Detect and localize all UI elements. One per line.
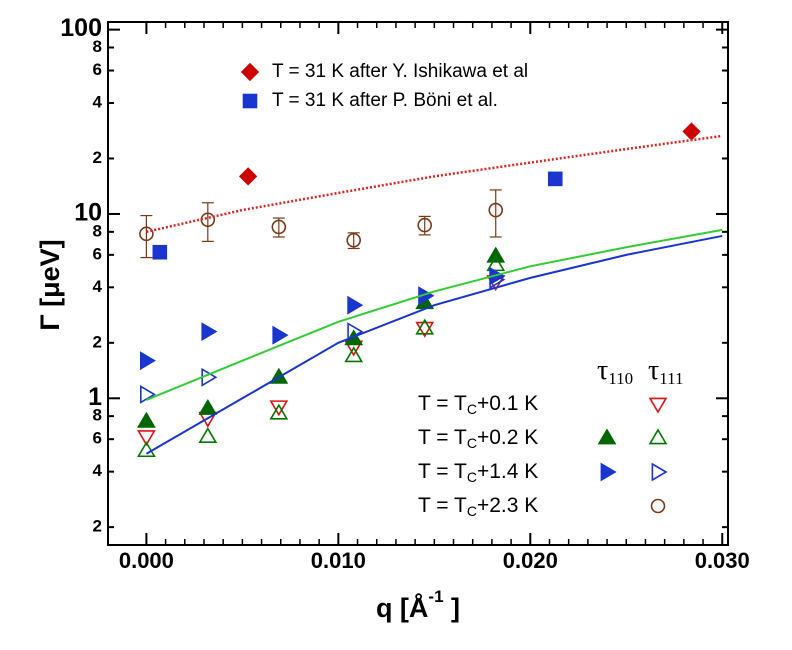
legend-column-header: τ110 bbox=[597, 355, 633, 387]
y-tick-label: 8 bbox=[93, 406, 102, 425]
marker bbox=[240, 62, 260, 82]
legend-entry: T = 31 K after Y. Ishikawa et al bbox=[240, 61, 528, 82]
marker bbox=[486, 255, 506, 272]
y-tick-label: 2 bbox=[93, 332, 102, 351]
marker bbox=[152, 244, 168, 260]
legend-row-label: T = TC+1.4 K bbox=[418, 460, 538, 485]
marker bbox=[682, 122, 701, 141]
marker bbox=[242, 93, 258, 109]
marker bbox=[547, 171, 563, 187]
marker bbox=[415, 318, 435, 335]
fit-line bbox=[146, 228, 723, 401]
y-tick-label: 6 bbox=[93, 429, 102, 448]
marker bbox=[344, 346, 364, 363]
marker bbox=[597, 428, 617, 445]
x-axis-label-part: q [Å bbox=[376, 592, 428, 623]
y-tick-label: 2 bbox=[93, 148, 102, 167]
marker bbox=[136, 441, 156, 458]
x-tick-label: 0.030 bbox=[695, 548, 750, 573]
y-axis-label: Γ [μeV] bbox=[35, 239, 65, 330]
legend-entry: T = 31 K after P. Böni et al. bbox=[242, 90, 498, 111]
marker bbox=[486, 246, 506, 263]
marker bbox=[201, 322, 218, 342]
legend-row-part: T = T bbox=[418, 392, 467, 415]
x-axis-label-part: ] bbox=[444, 593, 461, 623]
legend-column-header: τ111 bbox=[648, 355, 684, 387]
legend-row-part: +0.2 K bbox=[477, 426, 538, 449]
legend-symbol: τ bbox=[597, 355, 608, 386]
marker bbox=[650, 498, 666, 514]
x-tick-label: 0.020 bbox=[503, 548, 558, 573]
marker bbox=[271, 219, 287, 235]
marker bbox=[139, 226, 154, 242]
legend-row-part: T = T bbox=[418, 460, 467, 483]
fit-line bbox=[146, 134, 723, 234]
legend-row-label: T = TC+0.1 K bbox=[418, 392, 538, 417]
legend-row-part: C bbox=[467, 469, 477, 485]
marker bbox=[417, 217, 433, 233]
marker bbox=[272, 325, 289, 345]
legend-label: T = 31 K after Y. Ishikawa et al bbox=[272, 61, 528, 82]
y-tick-label: 4 bbox=[93, 461, 103, 480]
legend-row-label: T = TC+2.3 K bbox=[418, 494, 538, 519]
plot-frame bbox=[107, 21, 729, 546]
y-tick-label: 6 bbox=[93, 244, 102, 263]
x-tick-label: 0.000 bbox=[119, 548, 174, 573]
legend-row-part: +0.1 K bbox=[477, 392, 538, 415]
legend-row-part: +2.3 K bbox=[477, 494, 538, 517]
x-tick-label: 0.010 bbox=[311, 548, 366, 573]
y-tick-label: 4 bbox=[93, 92, 103, 111]
legend-row-part: T = T bbox=[418, 494, 467, 517]
marker bbox=[269, 400, 289, 417]
legend-subscript: 111 bbox=[659, 369, 683, 388]
marker bbox=[139, 351, 156, 371]
legend-row-part: C bbox=[467, 401, 477, 417]
y-tick-label: 4 bbox=[93, 277, 103, 296]
marker bbox=[651, 462, 668, 482]
legend-subscript: 110 bbox=[608, 369, 633, 388]
y-tick-label: 1 bbox=[88, 383, 102, 411]
legend-row-part: C bbox=[467, 503, 477, 519]
marker bbox=[346, 232, 361, 248]
marker bbox=[648, 397, 668, 414]
x-axis-label: q [Å-1 ] bbox=[376, 587, 460, 623]
marker bbox=[415, 321, 435, 338]
marker bbox=[136, 411, 156, 428]
legend-row-part: C bbox=[467, 435, 477, 451]
y-tick-label: 8 bbox=[93, 37, 102, 56]
marker bbox=[648, 428, 668, 445]
y-tick-label: 6 bbox=[93, 60, 102, 79]
legend-row-part: T = T bbox=[418, 426, 467, 449]
y-tick-label: 2 bbox=[93, 517, 102, 536]
marker bbox=[272, 325, 289, 345]
marker bbox=[238, 167, 258, 186]
marker bbox=[269, 403, 289, 420]
y-tick-label: 100 bbox=[60, 14, 102, 42]
marker bbox=[347, 295, 364, 315]
marker bbox=[198, 398, 218, 415]
marker bbox=[198, 426, 218, 443]
legend-row-label: T = TC+0.2 K bbox=[418, 426, 538, 451]
marker bbox=[136, 430, 156, 447]
legend-symbol: τ bbox=[648, 355, 659, 386]
legend-row-part: +1.4 K bbox=[477, 460, 538, 483]
marker bbox=[600, 462, 617, 482]
y-tick-label: 8 bbox=[93, 221, 102, 240]
marker bbox=[488, 202, 504, 218]
y-tick-label: 10 bbox=[74, 199, 102, 227]
fit-line bbox=[145, 234, 723, 455]
x-axis-label-part: -1 bbox=[428, 587, 443, 606]
legend-label: T = 31 K after P. Böni et al. bbox=[272, 90, 498, 111]
